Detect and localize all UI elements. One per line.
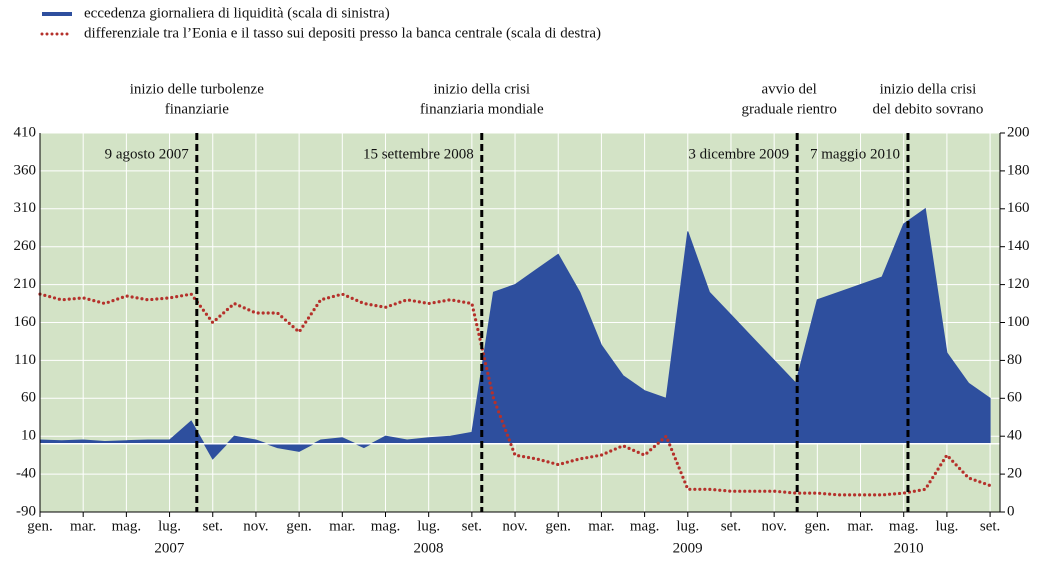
area — [39, 207, 991, 460]
dotted-line — [38, 292, 992, 497]
event-title: finanziarie — [165, 101, 229, 117]
legend-label: eccedenza giornaliera di liquidità (scal… — [84, 5, 390, 21]
y-tick-label: 110 — [14, 352, 36, 368]
y-tick-label: 210 — [14, 276, 37, 292]
y-tick-label: -90 — [16, 503, 36, 519]
event-title: finanziaria mondiale — [420, 101, 544, 117]
x-tick-label: gen. — [805, 518, 830, 534]
x-tick-label: gen. — [27, 518, 52, 534]
x-tick-label: mag. — [371, 518, 401, 534]
x-tick-label: lug. — [417, 518, 440, 534]
event-date-label: 15 settembre 2008 — [363, 146, 474, 162]
y2-tick-label: 200 — [1007, 124, 1030, 140]
y-tick-label: -40 — [16, 466, 36, 482]
x-tick-label: mag. — [112, 518, 142, 534]
x-tick-label: mar. — [588, 518, 614, 534]
x-tick-label: mar. — [847, 518, 873, 534]
year-label: 2009 — [673, 540, 703, 556]
y-tick-label: 260 — [14, 238, 37, 254]
event-title: inizio delle turbolenze — [130, 81, 264, 97]
event-title: graduale rientro — [741, 101, 836, 117]
x-tick-label: gen. — [286, 518, 311, 534]
event-title: avvio del — [761, 81, 816, 97]
year-label: 2007 — [154, 540, 185, 556]
y2-tick-label: 0 — [1007, 503, 1015, 519]
x-tick-label: mag. — [889, 518, 919, 534]
event-date-label: 3 dicembre 2009 — [688, 146, 789, 162]
year-label: 2010 — [894, 540, 924, 556]
y2-tick-label: 60 — [1007, 390, 1022, 406]
y2-tick-label: 160 — [1007, 200, 1030, 216]
y2-tick-label: 120 — [1007, 276, 1030, 292]
y2-tick-label: 80 — [1007, 352, 1022, 368]
x-tick-label: nov. — [762, 518, 787, 534]
y2-tick-label: 140 — [1007, 238, 1030, 254]
y2-tick-label: 100 — [1007, 314, 1030, 330]
y-tick-label: 10 — [21, 428, 36, 444]
year-label: 2008 — [413, 540, 443, 556]
x-tick-label: lug. — [676, 518, 699, 534]
y2-tick-label: 40 — [1007, 428, 1022, 444]
x-tick-label: mag. — [630, 518, 660, 534]
y-tick-label: 160 — [14, 314, 37, 330]
event-title: del debito sovrano — [873, 101, 984, 117]
x-tick-label: mar. — [329, 518, 355, 534]
x-tick-label: lug. — [935, 518, 958, 534]
event-title: inizio della crisi — [880, 81, 977, 97]
x-tick-label: set. — [462, 518, 482, 534]
y-tick-label: 310 — [14, 200, 37, 216]
x-tick-label: set. — [721, 518, 741, 534]
legend-label: differenziale tra l’Eonia e il tasso sui… — [84, 25, 601, 41]
x-tick-label: set. — [980, 518, 1000, 534]
x-tick-label: gen. — [546, 518, 571, 534]
x-tick-label: nov. — [502, 518, 527, 534]
y2-tick-label: 180 — [1007, 162, 1030, 178]
y-tick-label: 410 — [14, 124, 37, 140]
event-date-label: 7 maggio 2010 — [810, 146, 900, 162]
y-tick-label: 60 — [21, 390, 36, 406]
y2-tick-label: 20 — [1007, 466, 1022, 482]
x-tick-label: mar. — [70, 518, 96, 534]
x-tick-label: nov. — [243, 518, 268, 534]
event-date-label: 9 agosto 2007 — [105, 146, 190, 162]
y-tick-label: 360 — [14, 162, 37, 178]
x-tick-label: set. — [203, 518, 223, 534]
event-title: inizio della crisi — [433, 81, 530, 97]
x-tick-label: lug. — [158, 518, 181, 534]
